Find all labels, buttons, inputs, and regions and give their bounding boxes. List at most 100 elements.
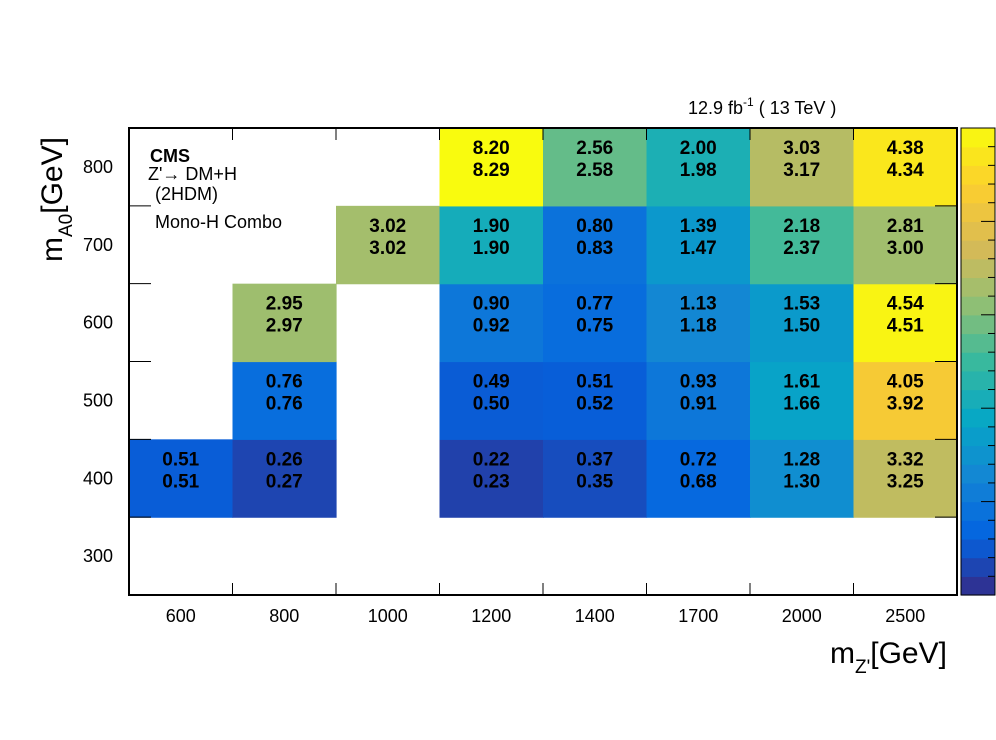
heatmap-cell bbox=[232, 361, 337, 440]
cell-label-bottom: 3.25 bbox=[887, 471, 924, 492]
heatmap-cell bbox=[750, 439, 855, 518]
cell-label-bottom: 1.66 bbox=[783, 394, 820, 415]
cell-label-top: 3.32 bbox=[887, 449, 924, 470]
colorbar-segment bbox=[961, 501, 995, 521]
x-tick-label: 2000 bbox=[782, 606, 822, 626]
cell-label-bottom: 2.58 bbox=[576, 160, 613, 181]
cell-label-top: 0.51 bbox=[162, 449, 199, 470]
colorbar-segment bbox=[961, 333, 995, 353]
cell-label-bottom: 4.51 bbox=[887, 316, 924, 337]
colorbar-segment bbox=[961, 389, 995, 409]
y-axis-title-subscript: A0 bbox=[56, 214, 77, 237]
x-tick-label: 1400 bbox=[575, 606, 615, 626]
cell-label-top: 0.26 bbox=[266, 449, 303, 470]
heatmap-cell bbox=[646, 128, 751, 207]
heatmap-cell bbox=[232, 439, 337, 518]
cell-label-bottom: 1.50 bbox=[783, 316, 820, 337]
x-tick-label: 1700 bbox=[678, 606, 718, 626]
heatmap-cell bbox=[439, 283, 544, 363]
legend-process: Z'→ DM+H bbox=[148, 164, 237, 184]
cell-label-top: 4.05 bbox=[887, 372, 924, 393]
colorbar-segment bbox=[961, 165, 995, 185]
colorbar-frame bbox=[960, 127, 996, 596]
colorbar-segment bbox=[961, 240, 995, 260]
cell-label-bottom: 0.27 bbox=[266, 471, 303, 492]
colorbar-segment bbox=[961, 370, 995, 391]
lumi-exponent: -1 bbox=[743, 95, 754, 109]
legend-combo: Mono-H Combo bbox=[155, 212, 282, 232]
heatmap-cell bbox=[543, 361, 648, 440]
cell-label-top: 1.90 bbox=[473, 216, 510, 237]
cell-label-top: 1.53 bbox=[783, 294, 820, 315]
heatmap-cell bbox=[646, 361, 751, 440]
heatmap-cell bbox=[439, 205, 544, 285]
cell-label-top: 1.28 bbox=[783, 449, 820, 470]
cell-label-bottom: 1.98 bbox=[680, 160, 717, 181]
x-tick-label: 600 bbox=[166, 606, 196, 626]
colorbar-segment bbox=[961, 576, 995, 596]
x-tick-label: 1200 bbox=[471, 606, 511, 626]
heatmap-cell bbox=[232, 283, 337, 363]
heatmap-cell bbox=[646, 439, 751, 518]
cell-label-bottom: 1.47 bbox=[680, 238, 717, 259]
cell-label-top: 0.76 bbox=[266, 372, 303, 393]
colorbar-segment bbox=[961, 538, 995, 559]
heatmap-cell bbox=[853, 205, 958, 285]
colorbar-segment bbox=[961, 146, 995, 166]
heatmap-cell bbox=[853, 361, 958, 440]
legend-model: (2HDM) bbox=[155, 184, 218, 204]
heatmap-cell bbox=[853, 283, 958, 363]
colorbar-segment bbox=[961, 557, 995, 577]
cell-label-top: 0.77 bbox=[576, 294, 613, 315]
colorbar-segment bbox=[961, 314, 995, 335]
heatmap-cell bbox=[543, 205, 648, 285]
heatmap-cell bbox=[750, 283, 855, 363]
y-axis-title: mA0[GeV] bbox=[36, 137, 77, 262]
cell-label-bottom: 3.02 bbox=[369, 238, 406, 259]
cell-label-top: 3.02 bbox=[369, 216, 406, 237]
heatmap-cell bbox=[439, 439, 544, 518]
colorbar-segment bbox=[961, 352, 995, 372]
cell-label-top: 4.38 bbox=[887, 138, 924, 159]
x-axis-title-symbol: m bbox=[830, 637, 855, 670]
y-tick-label: 800 bbox=[83, 157, 113, 177]
cell-label-bottom: 1.18 bbox=[680, 316, 717, 337]
colorbar-segment bbox=[961, 408, 995, 428]
cell-label-bottom: 0.83 bbox=[576, 238, 613, 259]
cell-label-bottom: 4.34 bbox=[887, 160, 924, 181]
cell-label-top: 1.61 bbox=[783, 372, 820, 393]
heatmap-cell bbox=[750, 361, 855, 440]
y-axis-title-symbol: m bbox=[36, 237, 69, 262]
colorbar-segment bbox=[961, 464, 995, 484]
cell-label-top: 0.90 bbox=[473, 294, 510, 315]
colorbar bbox=[960, 127, 996, 596]
cell-label-top: 2.00 bbox=[680, 138, 717, 159]
colorbar-segment bbox=[961, 128, 995, 148]
cell-label-top: 4.54 bbox=[887, 294, 924, 315]
cell-labels-layer: 0.510.510.260.270.760.762.952.973.023.02… bbox=[162, 138, 924, 492]
cell-label-bottom: 0.52 bbox=[576, 394, 613, 415]
cell-label-bottom: 1.90 bbox=[473, 238, 510, 259]
heatmap-cell bbox=[750, 128, 855, 207]
cell-label-bottom: 0.76 bbox=[266, 394, 303, 415]
cell-label-top: 1.13 bbox=[680, 294, 717, 315]
cell-label-top: 2.81 bbox=[887, 216, 924, 237]
ticks-layer: 600 800 1000 1200 1400 1700 2000 2500 300 400 500 6… bbox=[83, 128, 957, 626]
cell-label-bottom: 0.75 bbox=[576, 316, 613, 337]
y-tick-label: 300 bbox=[83, 546, 113, 566]
heatmap-cell bbox=[543, 283, 648, 363]
lumi-main: 12.9 fb bbox=[688, 98, 743, 118]
heatmap-cell bbox=[853, 439, 958, 518]
colorbar-segment bbox=[961, 277, 995, 297]
lumi-label: 12.9 fb-1 ( 13 TeV ) bbox=[688, 95, 836, 118]
cell-label-top: 0.51 bbox=[576, 372, 613, 393]
y-tick-label: 500 bbox=[83, 390, 113, 410]
heatmap-cell bbox=[750, 205, 855, 285]
colorbar-segment bbox=[961, 296, 995, 316]
colorbar-segment bbox=[961, 184, 995, 204]
y-tick-label: 600 bbox=[83, 313, 113, 333]
cell-label-bottom: 0.92 bbox=[473, 316, 510, 337]
cell-label-bottom: 0.91 bbox=[680, 394, 717, 415]
x-axis-title: mZ'[GeV] bbox=[830, 637, 947, 678]
